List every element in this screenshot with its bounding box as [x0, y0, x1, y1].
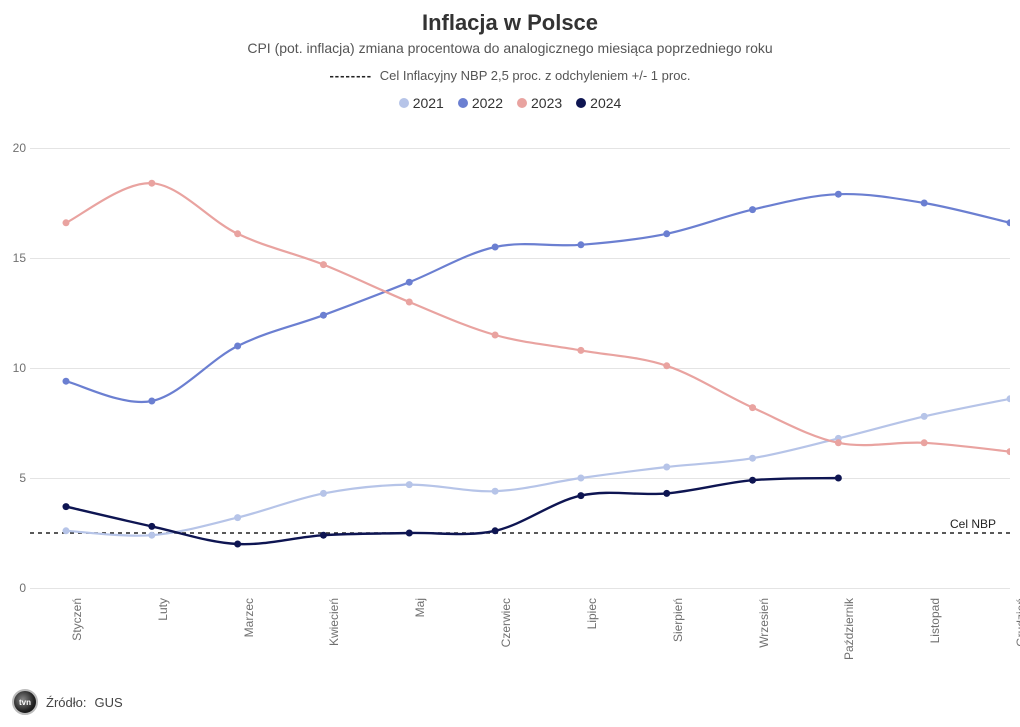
series-marker-2024[interactable]: [234, 541, 241, 548]
y-tick-label: 15: [13, 251, 26, 265]
series-marker-2023[interactable]: [749, 404, 756, 411]
series-marker-2021[interactable]: [663, 464, 670, 471]
series-marker-2023[interactable]: [1007, 448, 1011, 455]
series-marker-2023[interactable]: [63, 219, 70, 226]
x-tick-label: Lipiec: [585, 598, 599, 629]
series-marker-2023[interactable]: [234, 230, 241, 237]
series-marker-2024[interactable]: [320, 532, 327, 539]
series-legend: 2021 2022 2023 2024: [0, 95, 1020, 111]
series-marker-2024[interactable]: [406, 530, 413, 537]
series-marker-2024[interactable]: [63, 503, 70, 510]
y-tick-label: 10: [13, 361, 26, 375]
series-marker-2022[interactable]: [663, 230, 670, 237]
series-marker-2021[interactable]: [234, 514, 241, 521]
x-tick-label: Kwiecień: [327, 598, 341, 646]
series-marker-2022[interactable]: [406, 279, 413, 286]
series-marker-2023[interactable]: [320, 261, 327, 268]
series-marker-2023[interactable]: [492, 332, 499, 339]
x-tick-label: Luty: [156, 598, 170, 621]
legend-item-2023[interactable]: 2023: [517, 95, 562, 111]
series-marker-2021[interactable]: [492, 488, 499, 495]
x-tick-label: Grudzień: [1014, 598, 1020, 647]
legend-dot-icon: [576, 98, 586, 108]
series-marker-2024[interactable]: [835, 475, 842, 482]
series-marker-2021[interactable]: [63, 527, 70, 534]
series-marker-2022[interactable]: [749, 206, 756, 213]
series-marker-2023[interactable]: [148, 180, 155, 187]
logo-icon: tvn: [12, 689, 38, 715]
target-legend-text: Cel Inflacyjny NBP 2,5 proc. z odchyleni…: [380, 68, 691, 83]
series-marker-2024[interactable]: [492, 527, 499, 534]
legend-dot-icon: [458, 98, 468, 108]
series-marker-2022[interactable]: [320, 312, 327, 319]
footer-source-value: GUS: [94, 695, 122, 710]
series-marker-2022[interactable]: [148, 398, 155, 405]
series-marker-2024[interactable]: [663, 490, 670, 497]
series-marker-2024[interactable]: [577, 492, 584, 499]
series-marker-2022[interactable]: [63, 378, 70, 385]
y-tick-label: 5: [19, 471, 26, 485]
gridline: [30, 588, 1010, 589]
footer-source-label: Źródło:: [46, 695, 86, 710]
series-line-2022: [66, 194, 1010, 402]
series-marker-2023[interactable]: [577, 347, 584, 354]
series-marker-2021[interactable]: [148, 532, 155, 539]
chart-title: Inflacja w Polsce: [0, 0, 1020, 36]
chart-subtitle: CPI (pot. inflacja) zmiana procentowa do…: [0, 40, 1020, 56]
series-marker-2023[interactable]: [663, 362, 670, 369]
series-marker-2024[interactable]: [749, 477, 756, 484]
series-marker-2022[interactable]: [492, 244, 499, 251]
series-marker-2022[interactable]: [1007, 219, 1011, 226]
legend-label: 2023: [531, 95, 562, 111]
x-tick-label: Sierpień: [671, 598, 685, 642]
series-marker-2021[interactable]: [320, 490, 327, 497]
series-marker-2024[interactable]: [148, 523, 155, 530]
target-line-label: Cel NBP: [950, 517, 996, 531]
legend-label: 2022: [472, 95, 503, 111]
series-marker-2022[interactable]: [234, 343, 241, 350]
series-marker-2021[interactable]: [749, 455, 756, 462]
series-marker-2021[interactable]: [1007, 395, 1011, 402]
chart-footer: tvn Źródło: GUS: [12, 689, 123, 715]
series-marker-2021[interactable]: [921, 413, 928, 420]
series-marker-2022[interactable]: [577, 241, 584, 248]
target-legend: -------- Cel Inflacyjny NBP 2,5 proc. z …: [0, 68, 1020, 83]
legend-item-2022[interactable]: 2022: [458, 95, 503, 111]
legend-item-2021[interactable]: 2021: [399, 95, 444, 111]
target-legend-dashes: --------: [329, 68, 372, 83]
x-tick-label: Październik: [842, 598, 856, 660]
series-line-2021: [66, 399, 1010, 536]
x-tick-label: Czerwiec: [499, 598, 513, 647]
series-marker-2022[interactable]: [921, 200, 928, 207]
x-tick-label: Wrzesień: [757, 598, 771, 648]
legend-dot-icon: [399, 98, 409, 108]
legend-label: 2024: [590, 95, 621, 111]
series-marker-2022[interactable]: [835, 191, 842, 198]
series-marker-2021[interactable]: [406, 481, 413, 488]
series-line-2023: [66, 183, 1010, 451]
x-tick-label: Styczeń: [70, 598, 84, 641]
plot-area: [30, 148, 1010, 588]
chart-container: Inflacja w Polsce CPI (pot. inflacja) zm…: [0, 0, 1020, 727]
x-tick-label: Listopad: [928, 598, 942, 643]
series-marker-2023[interactable]: [835, 439, 842, 446]
y-tick-label: 20: [13, 141, 26, 155]
legend-item-2024[interactable]: 2024: [576, 95, 621, 111]
x-tick-label: Maj: [413, 598, 427, 617]
series-marker-2023[interactable]: [406, 299, 413, 306]
legend-label: 2021: [413, 95, 444, 111]
legend-dot-icon: [517, 98, 527, 108]
x-tick-label: Marzec: [242, 598, 256, 637]
series-marker-2023[interactable]: [921, 439, 928, 446]
y-tick-label: 0: [19, 581, 26, 595]
series-marker-2021[interactable]: [577, 475, 584, 482]
